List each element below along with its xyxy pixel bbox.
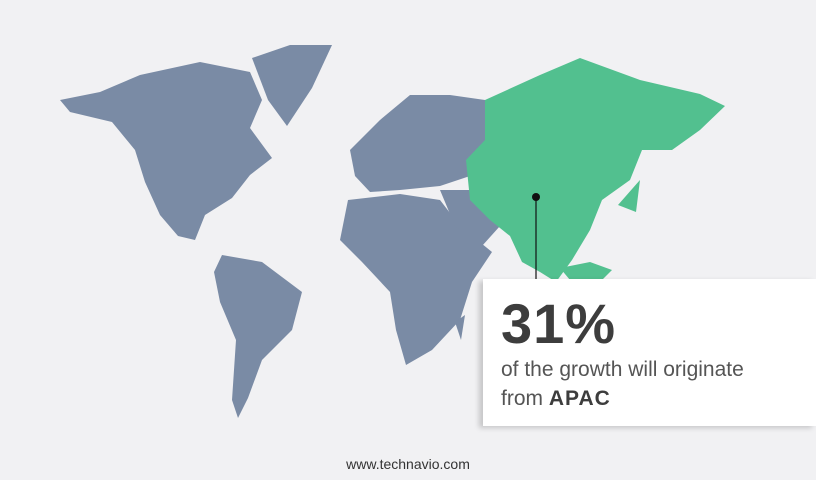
stat-callout: 31% of the growth will originate from AP…	[483, 279, 816, 426]
callout-text: of the growth will originate	[501, 358, 744, 381]
callout-prefix: from	[501, 387, 543, 410]
europe	[350, 95, 488, 192]
callout-description: of the growth will originate from APAC	[501, 355, 744, 413]
southeast-asia-islands	[560, 262, 612, 282]
north-america	[60, 62, 272, 240]
apac-region	[466, 58, 725, 282]
footer-url: www.technavio.com	[346, 456, 470, 472]
region-name: APAC	[548, 387, 611, 410]
growth-percentage: 31%	[501, 292, 617, 355]
south-america	[214, 255, 302, 418]
japan	[618, 180, 640, 212]
pointer-dot	[532, 193, 540, 201]
greenland	[252, 45, 332, 126]
africa	[340, 194, 492, 365]
middle-east	[440, 190, 500, 246]
madagascar	[455, 315, 465, 340]
